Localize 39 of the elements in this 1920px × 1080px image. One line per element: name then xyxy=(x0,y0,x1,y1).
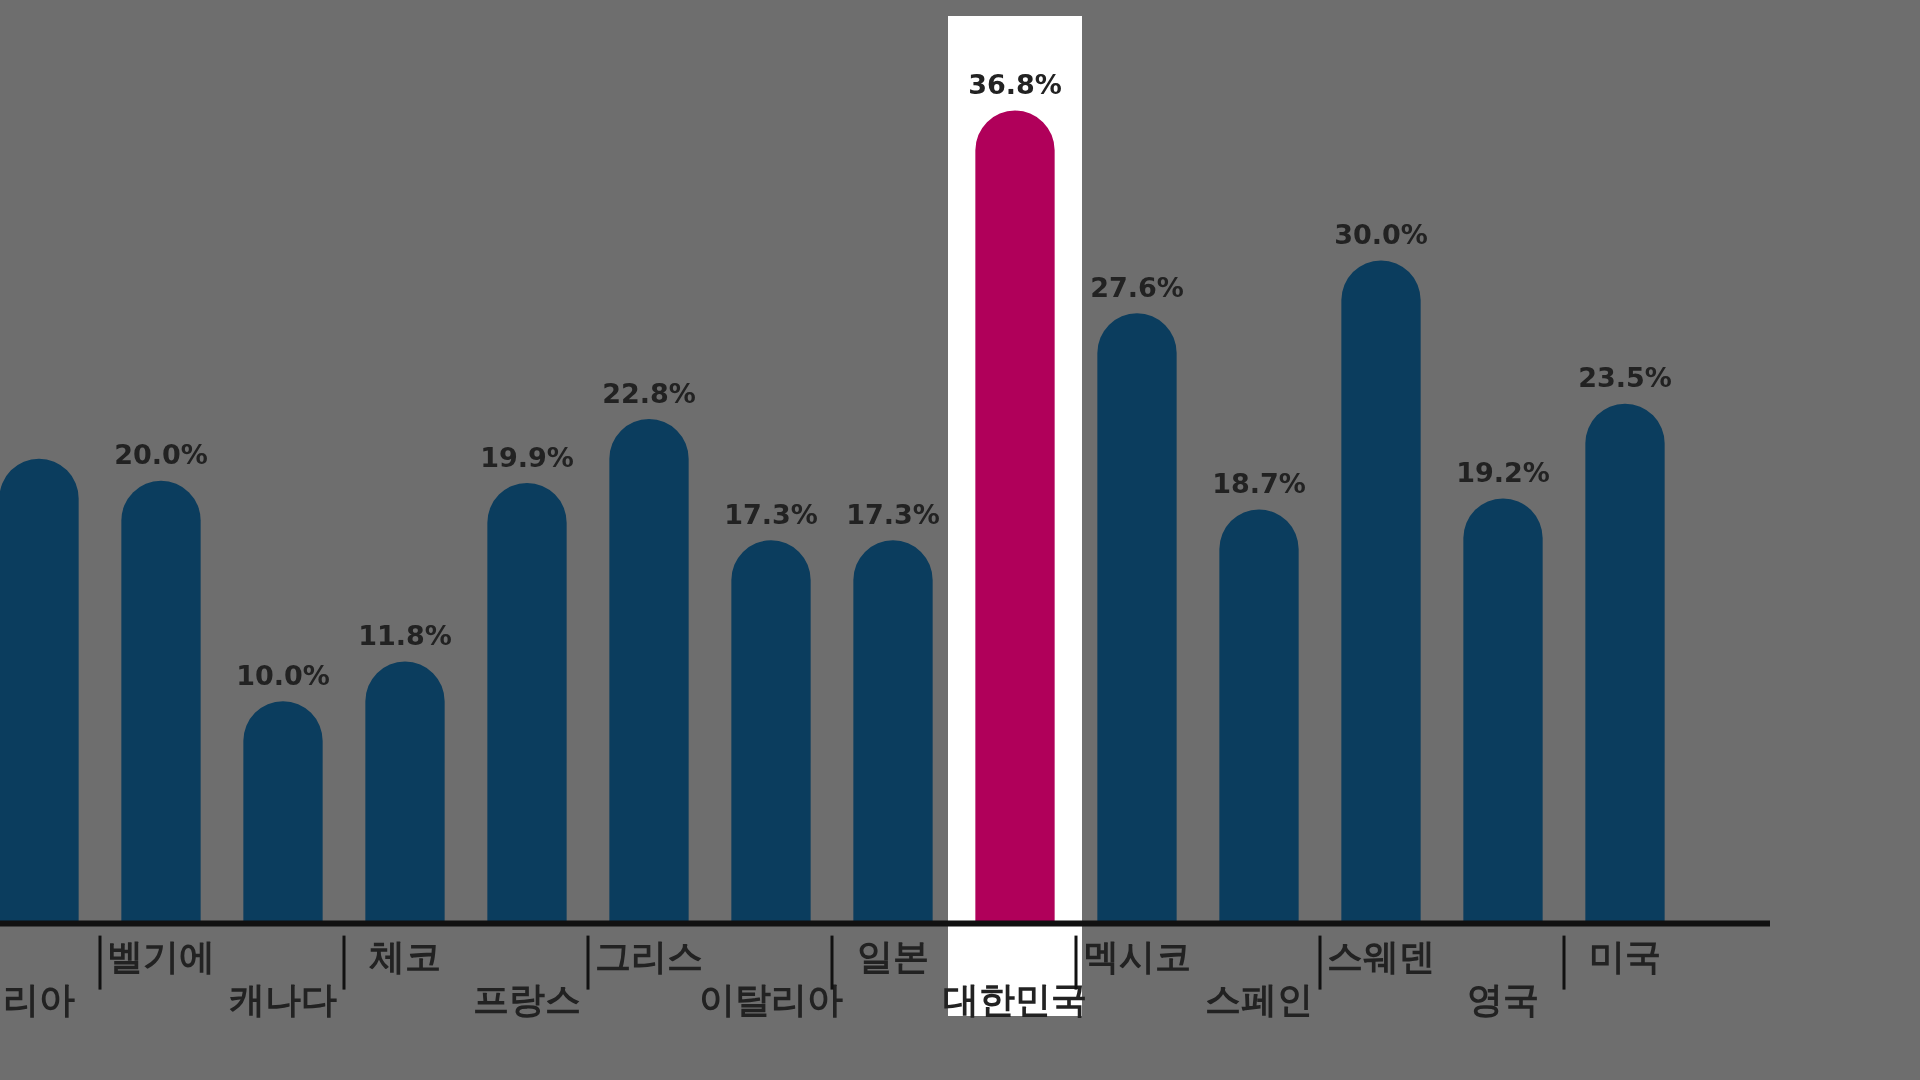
bar xyxy=(243,701,323,922)
x-tick-label: 일본 xyxy=(857,935,929,977)
bar xyxy=(609,419,689,922)
bar xyxy=(1341,260,1421,922)
bar xyxy=(365,661,445,922)
x-tick-label: 그리스 xyxy=(595,935,703,977)
x-tick-label: 체코 xyxy=(369,935,441,977)
x-tick-label: 이탈리아 xyxy=(699,978,843,1020)
bar xyxy=(121,480,201,922)
data-label: 19.2% xyxy=(1456,456,1550,488)
data-label: 11.8% xyxy=(358,620,452,652)
data-label: 30.0% xyxy=(1334,218,1428,250)
bar xyxy=(487,483,567,922)
bar xyxy=(1585,403,1665,922)
data-label: 19.9% xyxy=(480,441,574,473)
x-tick-label: 스페인 xyxy=(1205,978,1313,1020)
bar xyxy=(1219,509,1299,922)
bar xyxy=(1097,313,1177,922)
bar xyxy=(731,540,811,922)
x-tick-label: 멕시코 xyxy=(1083,935,1191,977)
data-label: 10.0% xyxy=(236,659,330,691)
data-label: 23.5% xyxy=(1578,362,1672,394)
data-label: 17.3% xyxy=(724,498,818,530)
x-tick-label: 리아 xyxy=(3,978,75,1020)
bar xyxy=(853,540,933,922)
x-tick-label: 프랑스 xyxy=(473,978,581,1020)
x-tick-label: 영국 xyxy=(1467,978,1539,1020)
data-label: 27.6% xyxy=(1090,271,1184,303)
x-tick-label: 스웨덴 xyxy=(1327,935,1435,977)
data-label: 18.7% xyxy=(1212,467,1306,499)
bar xyxy=(1463,498,1543,922)
data-label: 36.8% xyxy=(968,69,1062,101)
x-tick-label: 미국 xyxy=(1589,935,1661,977)
bar xyxy=(0,458,79,922)
data-label: 20.0% xyxy=(114,439,208,471)
x-tick-label: 캐나다 xyxy=(229,978,337,1020)
data-label: 17.3% xyxy=(846,498,940,530)
data-label: 22.8% xyxy=(602,377,696,409)
x-tick-label: 벨기에 xyxy=(107,935,215,977)
